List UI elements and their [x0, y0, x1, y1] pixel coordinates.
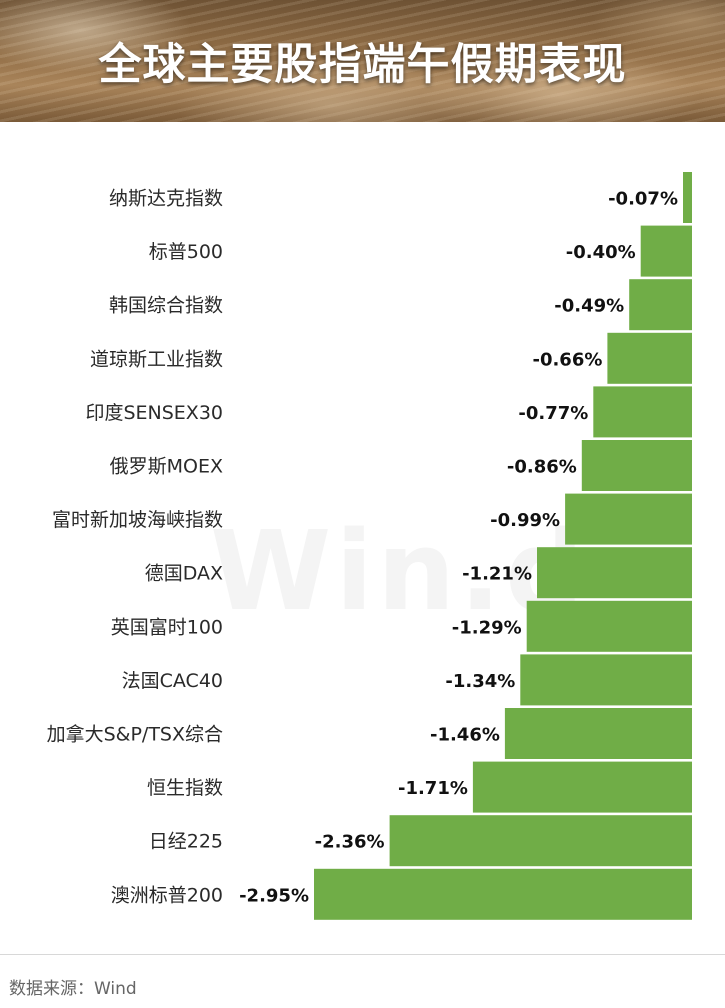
- chart-panel: Win.d 纳斯达克指数 -0.07% 标普500 -0.40% 韩国综合指数 -0.49…: [0, 122, 725, 955]
- category-label: 恒生指数: [147, 777, 223, 799]
- value-label: -0.07%: [608, 189, 678, 210]
- bar-7: [537, 547, 692, 599]
- category-label: 富时新加坡海峡指数: [52, 509, 223, 531]
- value-label: -2.95%: [239, 885, 309, 906]
- category-label: 德国DAX: [145, 563, 223, 585]
- header-banner: 全球主要股指端午假期表现: [0, 0, 725, 122]
- category-label: 法国CAC40: [122, 670, 223, 692]
- value-label: -0.77%: [518, 403, 588, 424]
- category-label: 日经225: [149, 831, 223, 853]
- value-label: -0.49%: [554, 296, 624, 317]
- value-label: -2.36%: [315, 832, 385, 853]
- bar-4: [593, 386, 692, 438]
- value-label: -1.34%: [445, 671, 515, 692]
- category-label: 道琼斯工业指数: [90, 348, 223, 370]
- category-label: 纳斯达克指数: [109, 188, 223, 210]
- category-label: 加拿大S&P/TSX综合: [47, 723, 223, 746]
- value-label: -1.21%: [462, 564, 532, 585]
- value-label: -0.66%: [532, 349, 602, 370]
- value-label: -1.29%: [452, 617, 522, 638]
- data-source: 数据来源：Wind: [9, 979, 137, 999]
- bar-13: [314, 868, 692, 920]
- category-label: 俄罗斯MOEX: [110, 456, 223, 478]
- value-label: -0.86%: [507, 457, 577, 478]
- value-label: -0.40%: [566, 242, 636, 263]
- bar-5: [581, 440, 692, 491]
- bar-3: [607, 332, 692, 384]
- bar-2: [629, 279, 692, 331]
- bar-11: [472, 761, 692, 813]
- value-label: -1.71%: [398, 778, 468, 799]
- category-label: 澳洲标普200: [111, 884, 223, 906]
- value-label: -0.99%: [490, 510, 560, 531]
- value-label: -1.46%: [430, 725, 500, 746]
- bar-8: [526, 600, 692, 652]
- bar-12: [389, 815, 692, 867]
- watermark: Win.d: [210, 507, 588, 635]
- bar-9: [520, 654, 692, 706]
- bar-1: [640, 225, 692, 277]
- category-label: 韩国综合指数: [109, 295, 223, 317]
- category-label: 英国富时100: [111, 616, 223, 638]
- bar-6: [565, 493, 692, 545]
- category-label: 标普500: [149, 241, 223, 263]
- bar-chart: 纳斯达克指数 -0.07% 标普500 -0.40% 韩国综合指数 -0.49% 道琼斯工业…: [47, 172, 692, 920]
- page-title: 全球主要股指端午假期表现: [98, 40, 627, 90]
- category-label: 印度SENSEX30: [85, 402, 223, 424]
- bar-10: [504, 708, 692, 759]
- bar-0: [683, 172, 692, 223]
